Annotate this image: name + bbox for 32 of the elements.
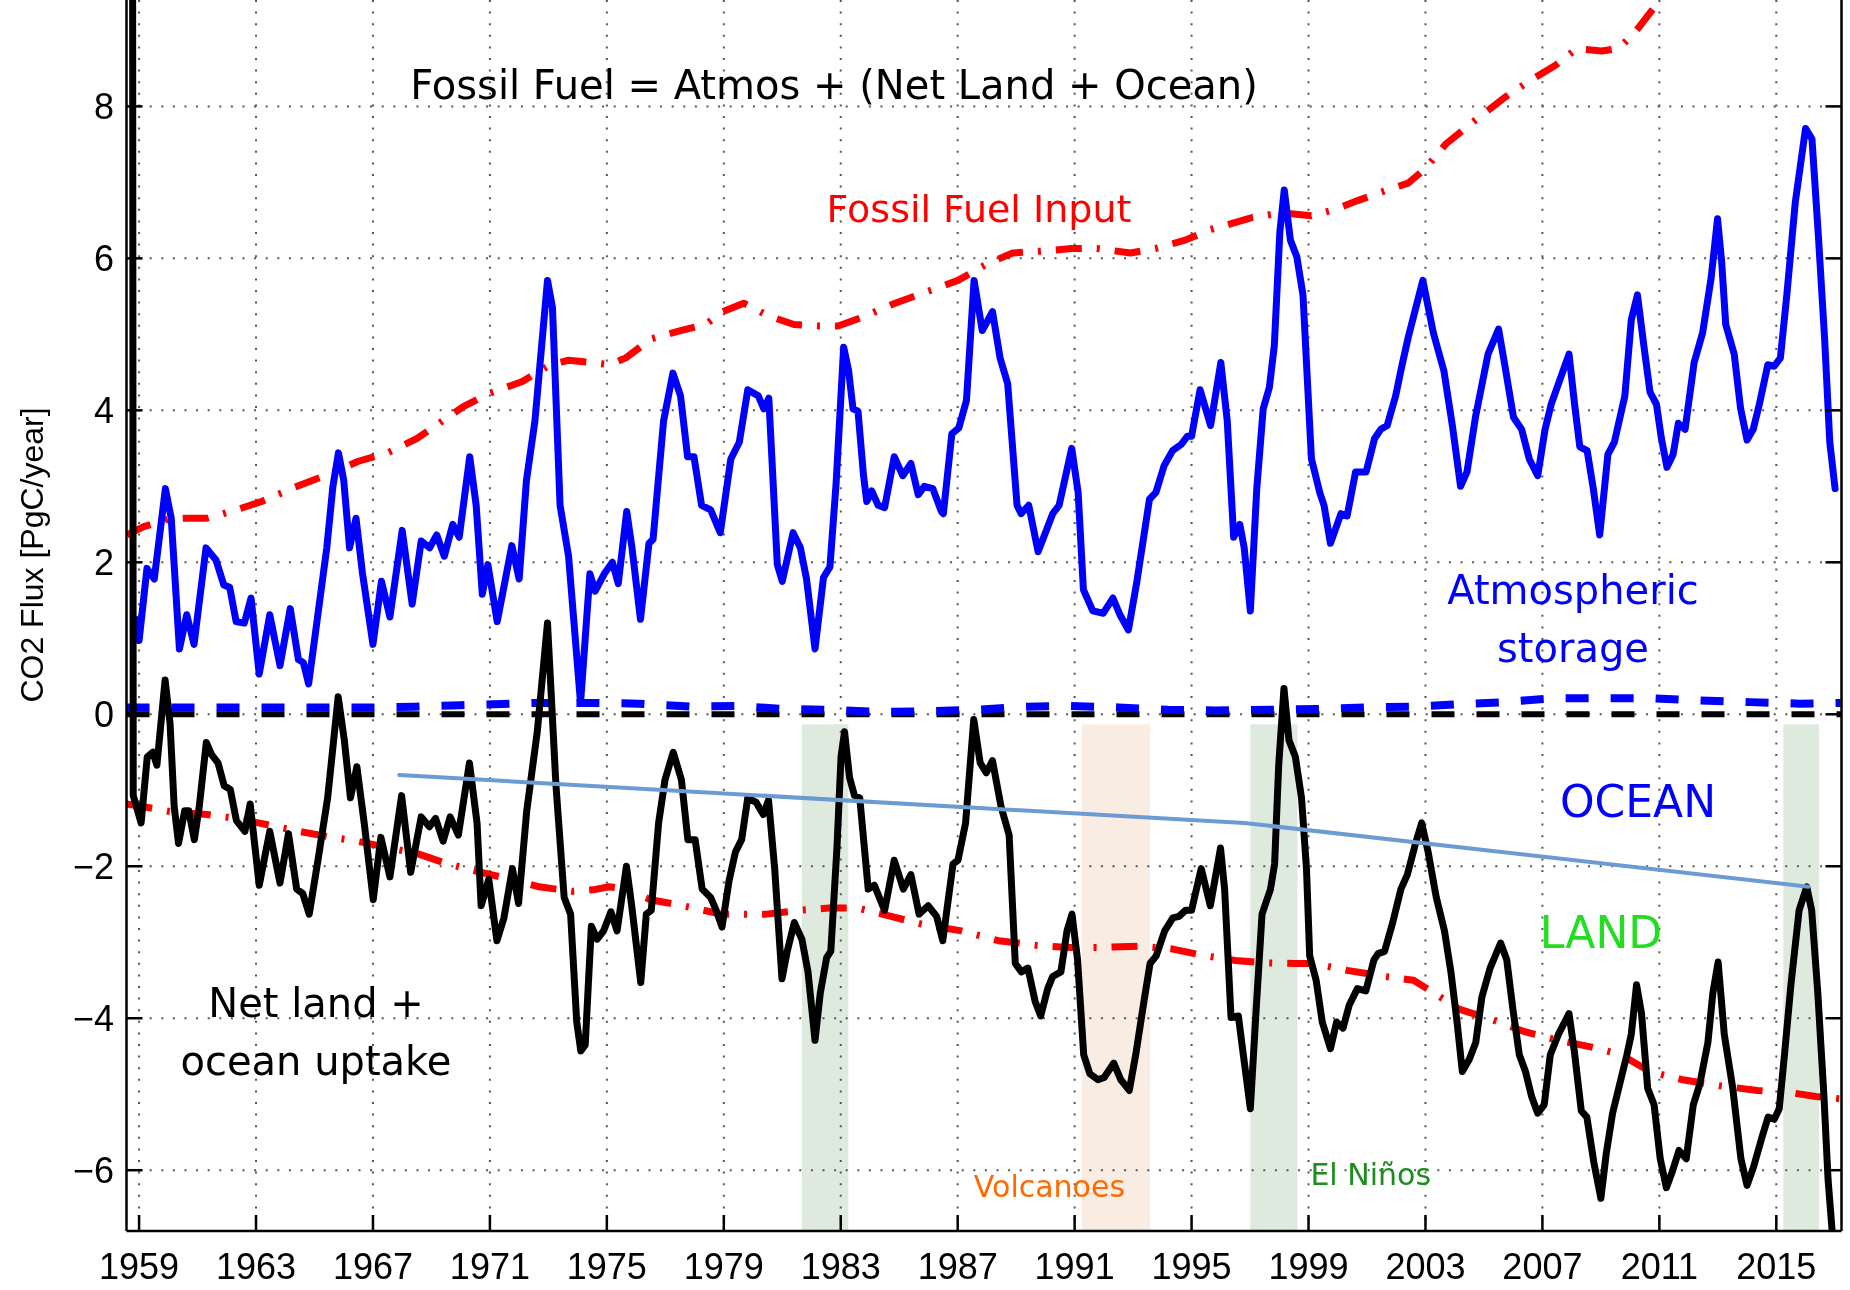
x-tick-label: 1975 [566, 1246, 647, 1287]
x-tick-label: 1999 [1268, 1246, 1349, 1287]
y-tick-label: −6 [72, 1149, 114, 1191]
annotation: OCEAN [1559, 776, 1717, 828]
x-tick-label: 1979 [683, 1246, 764, 1287]
x-tick-label: 1967 [332, 1246, 414, 1287]
y-tick-label: 6 [93, 237, 114, 279]
y-tick-label: 2 [93, 541, 114, 583]
y-tick-label: 0 [93, 693, 114, 735]
annotation: LAND [1539, 907, 1663, 959]
y-tick-label: −4 [72, 997, 114, 1039]
y-axis-title: CO2 Flux [PgC/year] [14, 407, 51, 703]
y-tick-label: −2 [72, 845, 114, 887]
y-tick-label: 8 [93, 85, 114, 127]
y-tick-label: 4 [93, 389, 114, 431]
x-tick-label: 2007 [1502, 1246, 1583, 1287]
x-tick-label: 1991 [1034, 1246, 1115, 1287]
x-tick-label: 1995 [1151, 1246, 1232, 1287]
x-tick-label: 2011 [1620, 1246, 1699, 1287]
legend-label: Net land + ocean uptake [180, 980, 452, 1084]
text: Atmospheric storage [1447, 567, 1699, 671]
x-tick-label: 1987 [917, 1246, 998, 1287]
x-tick-label: 1959 [99, 1246, 180, 1287]
x-tick-label: 1963 [215, 1246, 297, 1287]
x-tick-label: 1983 [800, 1246, 881, 1287]
x-tick-label: 2015 [1736, 1246, 1817, 1287]
band-label: El Niños [1310, 1156, 1432, 1192]
band-label: Volcanoes [973, 1168, 1126, 1204]
series-label: Fossil Fuel Input [826, 187, 1132, 232]
text: Fossil Fuel = Atmos + (Net Land + Ocean) [410, 62, 1258, 108]
x-tick-label: 2003 [1385, 1246, 1466, 1287]
x-tick-label: 1971 [449, 1246, 530, 1287]
